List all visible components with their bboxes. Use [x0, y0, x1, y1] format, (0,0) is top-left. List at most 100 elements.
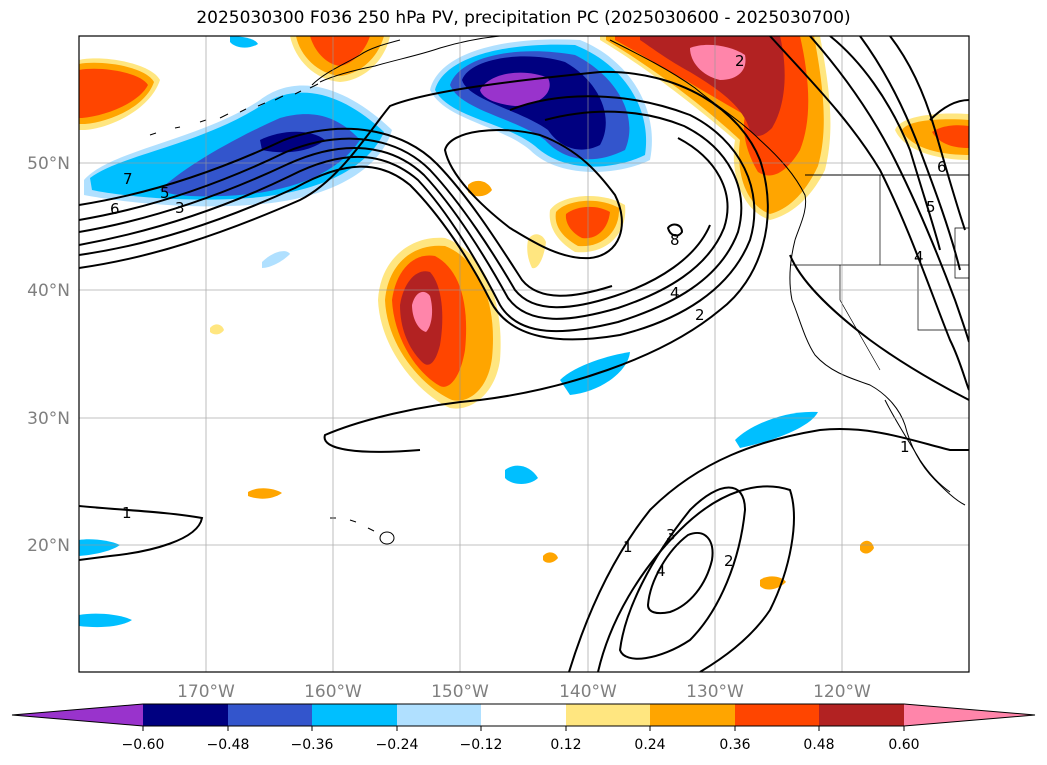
colorbar-extend-low [12, 704, 143, 726]
pv-contours [79, 36, 969, 672]
colorbar-tick-label: −0.36 [291, 737, 334, 753]
pv-contour-east-2 [809, 36, 969, 343]
alaska-peninsula [311, 39, 401, 86]
shade-patch-3 [505, 465, 538, 484]
colorbar-bin [650, 704, 735, 726]
pv-contour-6 [79, 137, 711, 309]
lat-label: 20°N [27, 536, 70, 556]
shade-small-4 [543, 552, 558, 563]
pv-contour-east-4 [789, 254, 969, 401]
shade-small-2 [527, 234, 546, 269]
colorbar-tick-label: 0.48 [803, 737, 834, 753]
shade-patch-7 [230, 36, 258, 48]
shade-small-6 [860, 540, 874, 554]
colorbar-tick-label: −0.60 [122, 737, 165, 753]
pv-contour-closed-low [443, 129, 623, 260]
colorbar-bin [481, 704, 566, 726]
pv-label: 2 [695, 306, 705, 324]
shade-gulf-purple [480, 72, 550, 106]
colorbar-bin [566, 704, 650, 726]
pv-label: 1 [122, 504, 132, 522]
pv-contour-south-1 [568, 428, 969, 672]
gridlines [79, 36, 969, 672]
shade-patch-2 [735, 411, 818, 448]
shade-ne-darkred [640, 36, 785, 136]
lon-label: 150°W [431, 682, 489, 702]
shade-topc-red [310, 36, 370, 66]
pv-label: 6 [110, 200, 120, 218]
pv-contour-south-4 [646, 532, 714, 615]
pv-contour-5 [79, 137, 729, 320]
coastlines [149, 36, 969, 545]
longitude-labels: 170°W 160°W 150°W 140°W 130°W 120°W [177, 682, 871, 702]
map-title: 2025030300 F036 250 hPa PV, precipitatio… [196, 8, 851, 28]
pv-label: 7 [123, 170, 133, 188]
pv-label: 2 [735, 52, 745, 70]
pv-contour-south-2 [597, 485, 795, 672]
shade-small-7 [210, 324, 224, 335]
colorbar-tick-label: 0.12 [550, 737, 581, 753]
pv-label: 3 [666, 526, 676, 544]
pv-contour-sw-1 [79, 505, 204, 561]
lat-label: 40°N [27, 281, 70, 301]
shade-small-3 [248, 488, 282, 499]
lat-label: 30°N [27, 409, 70, 429]
bc-coast [609, 39, 807, 241]
colorbar-extend-high [904, 704, 1035, 726]
shade-nw-red [79, 68, 148, 118]
alaska-coast [319, 36, 501, 83]
lat-label: 50°N [27, 154, 70, 174]
shade-aleutian-dark [260, 131, 325, 153]
pv-contour-ne-curve [929, 99, 969, 121]
pv-label: 1 [900, 438, 910, 456]
pv-contour-east-5 [829, 36, 941, 251]
shade-patch-4 [79, 539, 120, 556]
pv-label: 3 [175, 199, 185, 217]
shade-cp-pink [412, 291, 433, 332]
shade-ne-corner-red [932, 125, 969, 148]
pv-label: 2 [724, 552, 734, 570]
colorbar-bin [312, 704, 397, 726]
colorbar-bin [143, 704, 228, 726]
latitude-labels: 50°N 40°N 30°N 20°N [27, 154, 70, 556]
colorbar: −0.60 −0.48 −0.36 −0.24 −0.12 0.12 0.24 … [11, 703, 1036, 753]
lon-label: 140°W [559, 682, 617, 702]
pv-label: 5 [926, 198, 936, 216]
pv-contour-east-1 [769, 36, 969, 391]
colorbar-tick-label: −0.48 [207, 737, 250, 753]
shade-patch-5 [79, 613, 132, 628]
colorbar-tick-label: −0.24 [376, 737, 419, 753]
shade-patch-6 [262, 251, 290, 268]
pv-label: 4 [670, 284, 680, 302]
colorbar-tick-label: 0.60 [888, 737, 919, 753]
shade-ne-pink [690, 44, 746, 80]
pv-label: 6 [937, 158, 947, 176]
colorbar-bin [228, 704, 312, 726]
colorbar-tick-label: 0.36 [719, 737, 750, 753]
pv-contour-small-8 [666, 223, 684, 237]
pv-label: 4 [656, 562, 666, 580]
colorbar-tick-label: −0.12 [460, 737, 503, 753]
pv-label: 4 [914, 248, 924, 266]
lon-label: 170°W [177, 682, 235, 702]
lon-label: 160°W [304, 682, 362, 702]
state-borders [790, 175, 969, 371]
pv-label: 1 [623, 538, 633, 556]
colorbar-tick-label: 0.24 [634, 737, 665, 753]
shade-small-1 [468, 180, 492, 197]
pv-contour-south-3 [618, 486, 747, 660]
precip-positive-anomalies [79, 36, 969, 590]
lon-label: 120°W [813, 682, 871, 702]
map-frame [78, 35, 970, 673]
pv-contour-labels: 7 6 5 3 8 4 2 6 5 4 1 1 1 3 4 2 2 [110, 52, 947, 580]
colorbar-bin [819, 704, 904, 726]
pv-contour-east-6 [889, 36, 966, 231]
aleutian-islands [149, 83, 319, 136]
colorbar-bin [397, 704, 481, 726]
lon-label: 130°W [686, 682, 744, 702]
colorbar-bin [735, 704, 819, 726]
pv-label: 5 [160, 184, 170, 202]
pv-contour-4 [79, 110, 743, 333]
pv-contour-2 [79, 70, 769, 453]
